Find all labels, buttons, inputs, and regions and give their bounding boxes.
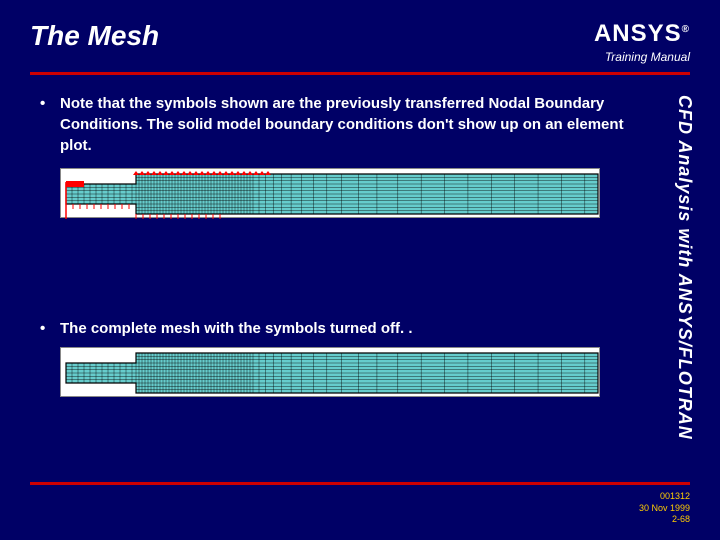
slide-header: The Mesh ANSYS® Training Manual — [0, 0, 720, 72]
slide-content: • Note that the symbols shown are the pr… — [0, 75, 720, 407]
bullet-mark: • — [40, 93, 60, 156]
brand-area: ANSYS® Training Manual — [594, 20, 690, 64]
footer-date: 30 Nov 1999 — [639, 503, 690, 515]
mesh-figure-2 — [60, 347, 600, 397]
vertical-watermark: CFD Analysis with ANSYS/FLOTRAN — [674, 95, 695, 440]
slide-title: The Mesh — [30, 20, 159, 52]
slide-footer: 001312 30 Nov 1999 2-68 — [639, 491, 690, 526]
mesh-figure-1 — [60, 168, 600, 218]
footer-page: 2-68 — [639, 514, 690, 526]
bullet-item: • The complete mesh with the symbols tur… — [40, 318, 680, 339]
bullet-text: The complete mesh with the symbols turne… — [60, 318, 463, 339]
bullet-mark: • — [40, 318, 60, 339]
brand-logo: ANSYS® — [594, 20, 690, 48]
footer-code: 001312 — [639, 491, 690, 503]
bullet-text: Note that the symbols shown are the prev… — [60, 93, 680, 156]
footer-divider — [30, 482, 690, 485]
brand-subtitle: Training Manual — [594, 50, 690, 64]
bullet-item: • Note that the symbols shown are the pr… — [40, 93, 680, 156]
